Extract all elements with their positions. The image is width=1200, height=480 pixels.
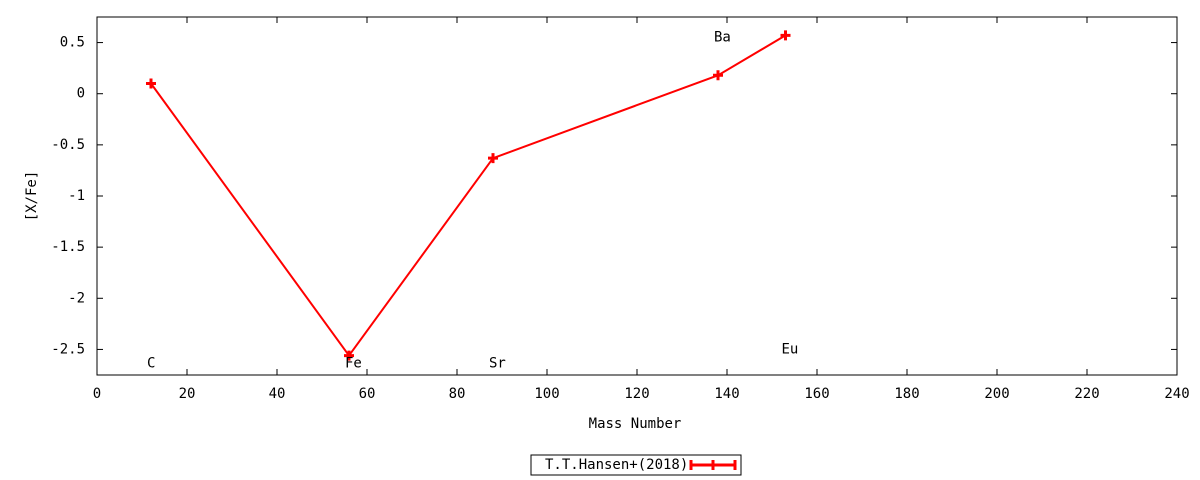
marker — [708, 460, 718, 470]
x-tick-label: 200 — [984, 386, 1009, 402]
marker — [146, 78, 156, 89]
marker — [488, 153, 498, 164]
marker — [780, 30, 791, 41]
series-line — [150, 34, 787, 358]
x-tick-label: 220 — [1074, 386, 1099, 402]
annotation: Eu — [782, 341, 799, 357]
x-tick-label: 240 — [1164, 386, 1189, 402]
annotation: Fe — [345, 356, 362, 372]
y-axis-label: [X/Fe] — [24, 171, 40, 222]
x-tick-label: 180 — [894, 386, 919, 402]
annotation: C — [147, 356, 155, 372]
x-tick-label: 20 — [179, 386, 196, 402]
plot-frame — [96, 16, 1178, 376]
y-tick-label: -1.5 — [51, 239, 85, 255]
x-tick-label: 60 — [359, 386, 376, 402]
x-tick-label: 140 — [714, 386, 739, 402]
x-tick-label: 80 — [449, 386, 466, 402]
y-tick-label: -2 — [68, 290, 85, 306]
marker — [344, 350, 354, 361]
x-tick-label: 40 — [269, 386, 286, 402]
y-tick-label: -1 — [68, 188, 85, 204]
y-tick-label: 0 — [77, 86, 85, 102]
legend-box — [530, 454, 742, 476]
x-tick-label: 120 — [624, 386, 649, 402]
y-tick-label: 0.5 — [60, 35, 85, 51]
annotation: Sr — [489, 356, 506, 372]
annotation: Ba — [714, 29, 731, 45]
x-tick-label: 160 — [804, 386, 829, 402]
marker — [713, 70, 723, 81]
y-tick-label: -0.5 — [51, 137, 85, 153]
legend-label: T.T.Hansen+(2018) — [545, 457, 688, 473]
y-tick-label: -2.5 — [51, 341, 85, 357]
x-tick-label: 0 — [93, 386, 101, 402]
x-axis-label: Mass Number — [589, 416, 682, 432]
x-tick-label: 100 — [534, 386, 559, 402]
